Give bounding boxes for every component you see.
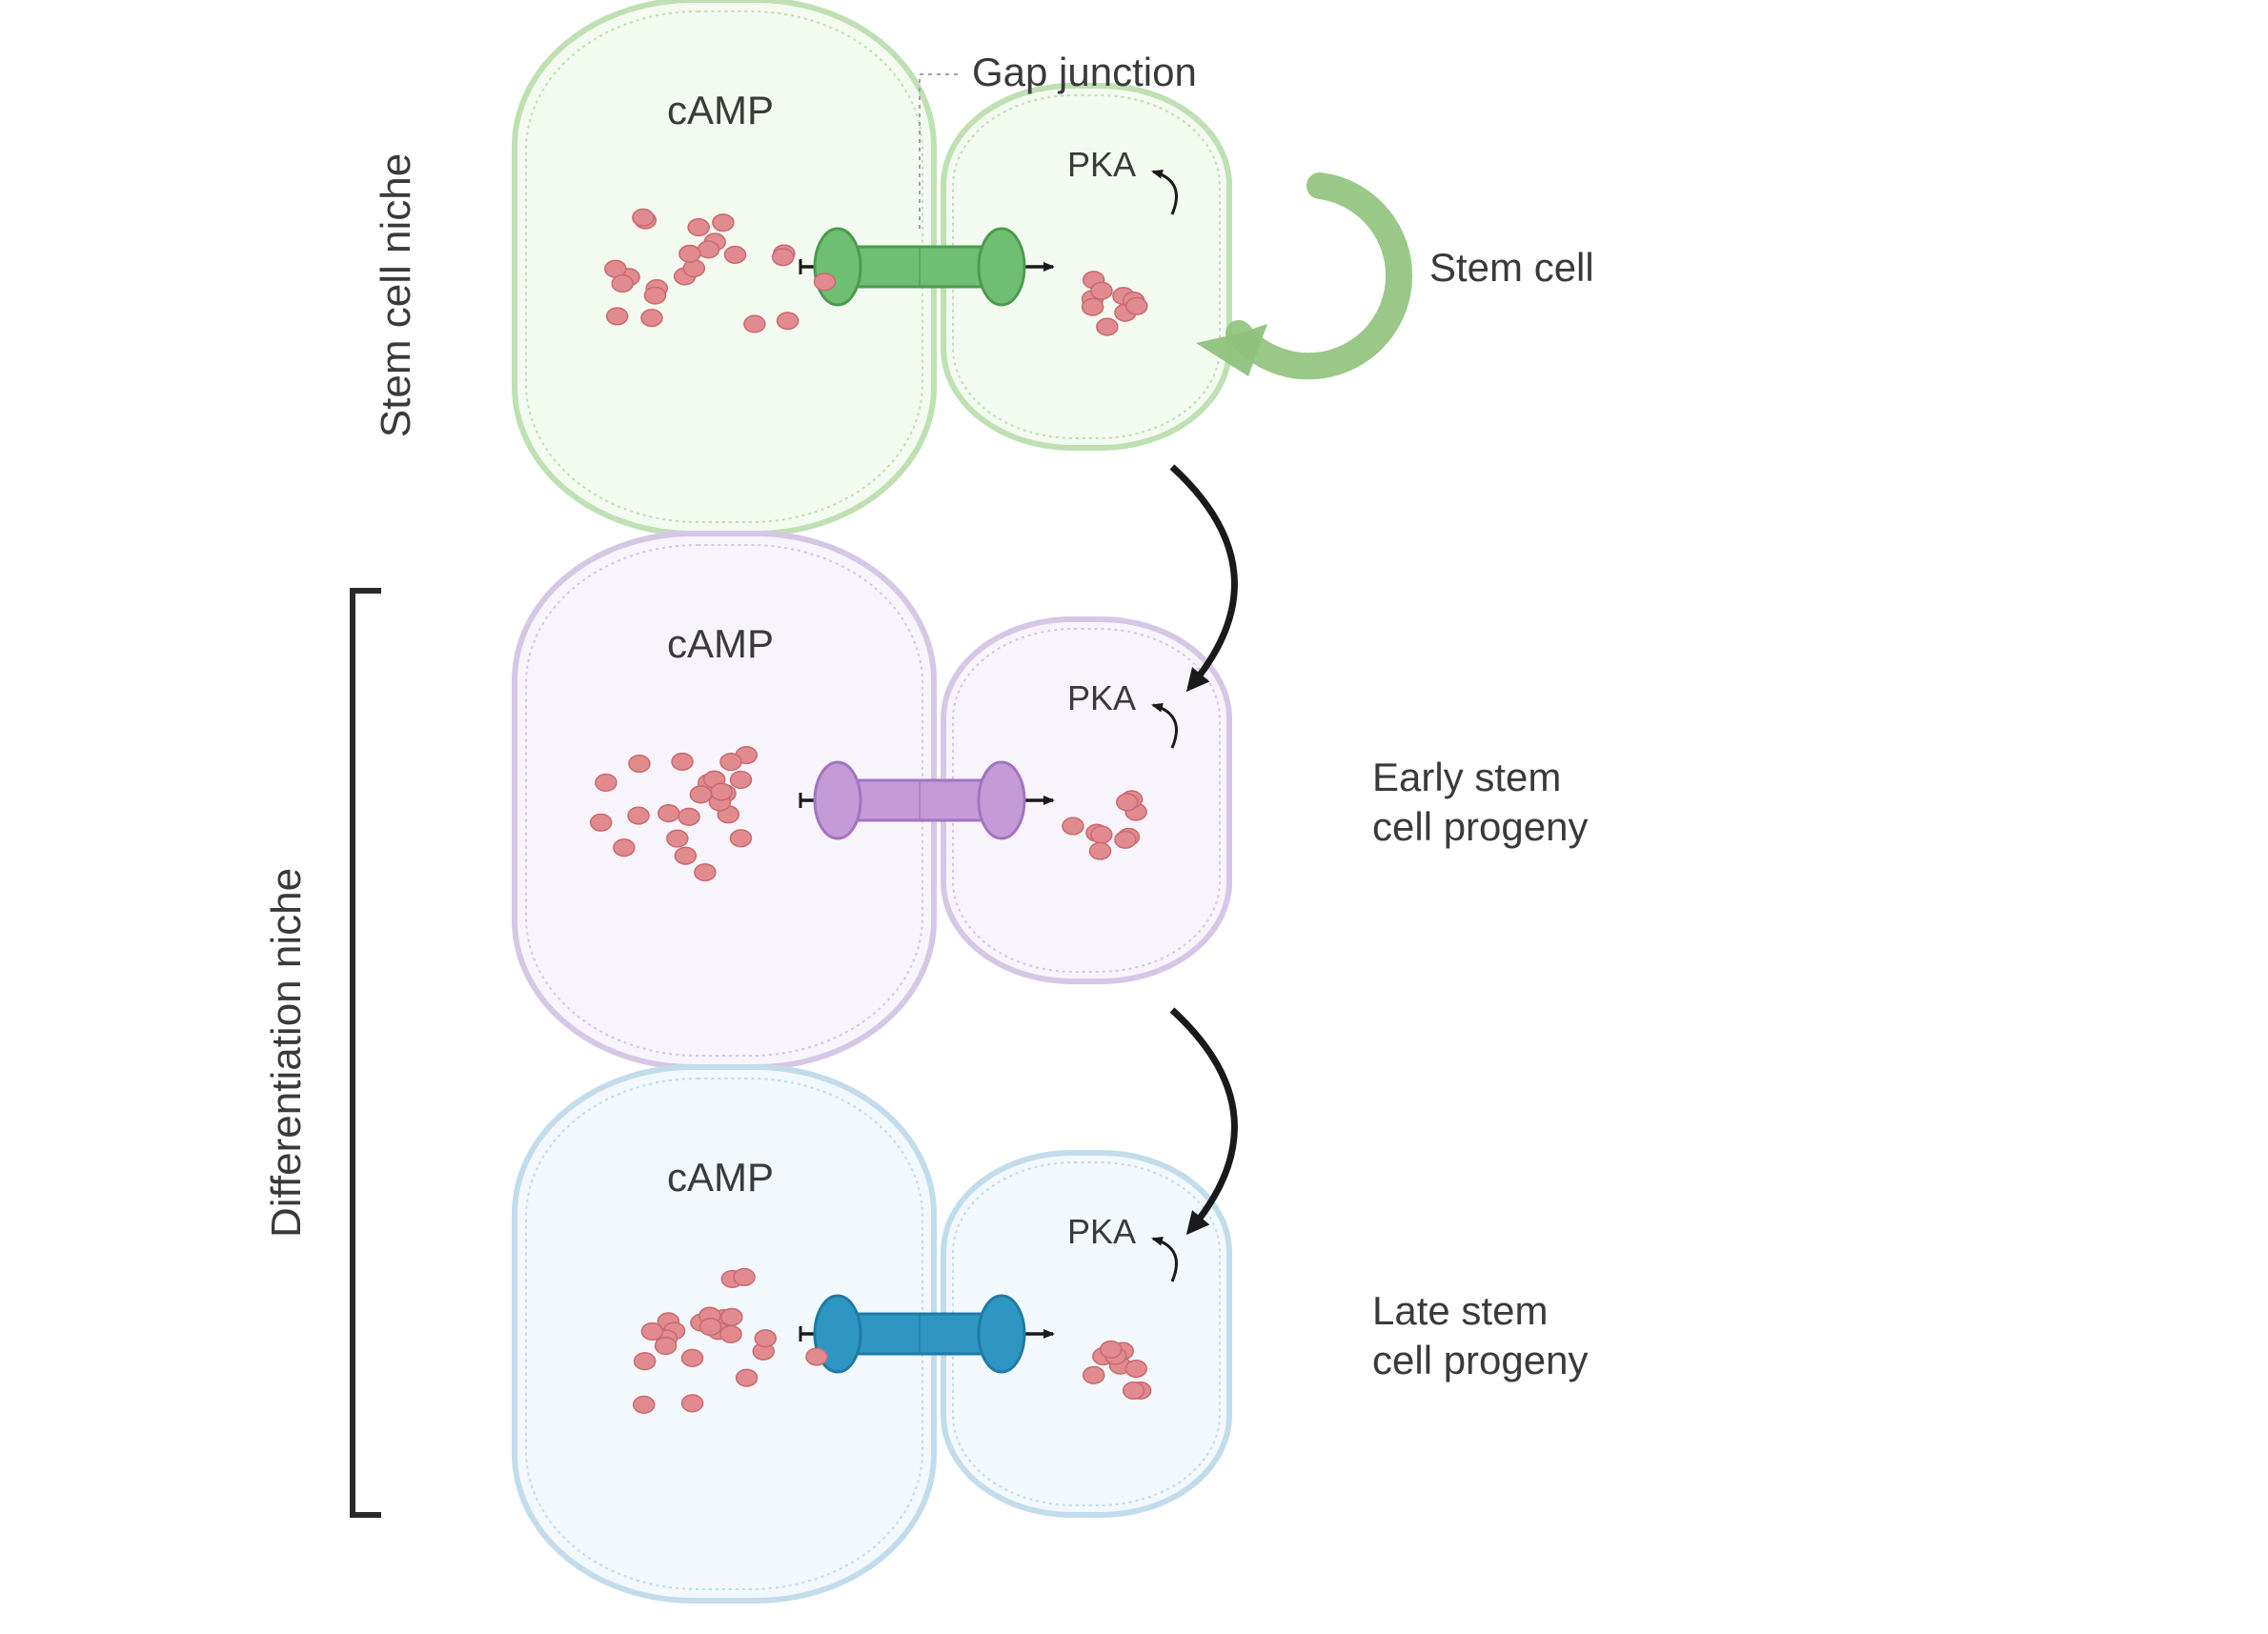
camp-molecule [644, 287, 665, 304]
camp-molecule [1126, 297, 1147, 314]
camp-molecule [773, 249, 794, 266]
camp-molecule [591, 814, 612, 831]
camp-molecule [633, 209, 654, 226]
stem-cell-label: Stem cell [1429, 245, 1594, 290]
camp-molecule [596, 775, 617, 792]
stem-cell-niche-label: Stem cell niche [373, 153, 419, 437]
camp-molecule [675, 847, 696, 864]
camp-molecule [711, 783, 732, 800]
camp-molecule [730, 830, 751, 847]
camp-molecule [658, 805, 679, 822]
differentiation-bracket [353, 591, 381, 1515]
camp-molecule [679, 246, 700, 263]
camp-molecule [730, 772, 751, 789]
camp-molecule [667, 830, 688, 847]
camp-molecule [778, 313, 799, 330]
camp-molecule [734, 1269, 755, 1286]
camp-molecule [724, 247, 745, 264]
camp-molecule [1124, 1382, 1144, 1400]
camp-molecule [614, 839, 635, 857]
camp-molecule [1117, 794, 1138, 811]
cell-pair-early: cAMP PKA [515, 534, 1229, 1067]
camp-molecule [678, 808, 699, 825]
late-progeny-label-l1: Late stem [1372, 1288, 1548, 1333]
late-progeny-label-l2: cell progeny [1372, 1338, 1588, 1382]
camp-molecule [1097, 318, 1118, 335]
camp-molecule [814, 273, 835, 291]
camp-molecule [682, 1395, 703, 1412]
camp-molecule [688, 219, 709, 236]
camp-molecule [635, 1353, 656, 1370]
camp-molecule [1091, 282, 1112, 299]
camp-molecule [681, 1350, 702, 1367]
camp-molecule [1083, 1367, 1104, 1384]
camp-molecule [634, 1396, 655, 1413]
camp-molecule [744, 315, 765, 333]
camp-molecule [713, 214, 734, 232]
camp-molecule [656, 1338, 677, 1355]
camp-label: cAMP [667, 1155, 774, 1200]
camp-molecule [806, 1348, 827, 1365]
camp-molecule [737, 1369, 758, 1386]
camp-molecule [1101, 1341, 1122, 1359]
camp-molecule [641, 310, 662, 327]
camp-molecule [720, 1326, 741, 1343]
cell-pair-late: cAMP PKA [515, 1067, 1229, 1601]
camp-molecule [720, 754, 741, 771]
camp-molecule [628, 807, 649, 824]
camp-molecule [1125, 1361, 1146, 1378]
early-progeny-label-l2: cell progeny [1372, 804, 1588, 849]
camp-molecule [629, 756, 650, 773]
camp-molecule [1091, 826, 1112, 843]
camp-molecule [698, 241, 719, 258]
gap-junction-label: Gap junction [972, 50, 1197, 94]
camp-molecule [641, 1323, 662, 1341]
camp-molecule [672, 754, 693, 771]
camp-molecule [1063, 817, 1083, 835]
camp-molecule [607, 308, 628, 325]
differentiation-niche-label: Differentiation niche [263, 868, 310, 1238]
camp-label: cAMP [667, 88, 774, 132]
camp-molecule [755, 1330, 776, 1347]
self-renewal-arrow [1239, 186, 1399, 366]
camp-molecule [1090, 842, 1111, 859]
pka-label: PKA [1067, 678, 1136, 717]
camp-label: cAMP [667, 621, 774, 666]
camp-molecule [612, 275, 633, 293]
early-progeny-label-l1: Early stem [1372, 755, 1561, 799]
camp-molecule [1115, 832, 1136, 849]
pka-label: PKA [1067, 145, 1136, 184]
camp-molecule [690, 786, 711, 803]
camp-molecule [699, 1319, 720, 1336]
camp-molecule [1083, 298, 1104, 315]
camp-molecule [695, 864, 716, 881]
camp-molecule [721, 1309, 742, 1326]
pka-label: PKA [1067, 1212, 1136, 1251]
